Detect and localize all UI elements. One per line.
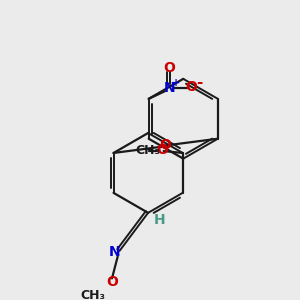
Text: O: O bbox=[156, 143, 168, 157]
Text: +: + bbox=[172, 78, 180, 88]
Text: O: O bbox=[164, 61, 176, 75]
Text: CH₃: CH₃ bbox=[135, 144, 160, 157]
Text: N: N bbox=[109, 245, 121, 259]
Text: CH₃: CH₃ bbox=[80, 289, 106, 300]
Text: O: O bbox=[106, 275, 118, 289]
Text: O: O bbox=[185, 80, 197, 94]
Text: O: O bbox=[160, 138, 172, 152]
Text: -: - bbox=[196, 75, 202, 90]
Text: H: H bbox=[154, 213, 165, 227]
Text: N: N bbox=[164, 81, 176, 95]
